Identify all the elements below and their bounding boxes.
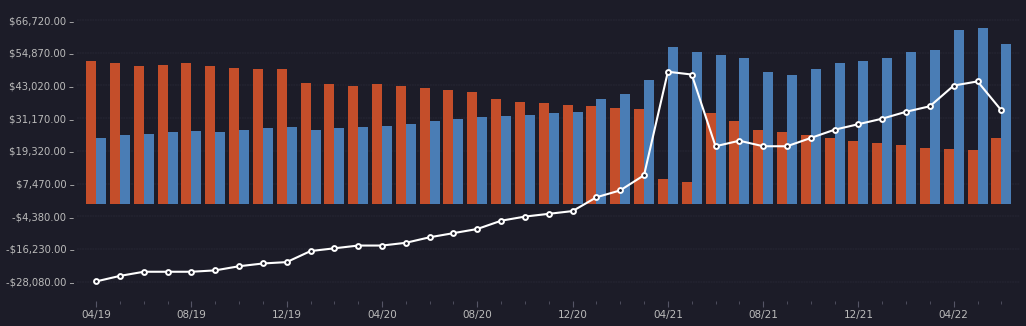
Bar (348, 85, 358, 204)
Bar (906, 52, 916, 204)
Bar (515, 102, 525, 204)
Bar (681, 182, 692, 204)
Bar (644, 80, 654, 204)
Bar (658, 179, 668, 204)
Bar (158, 65, 167, 204)
Bar (825, 138, 834, 204)
Bar (777, 132, 787, 204)
Bar (896, 145, 906, 204)
Bar (849, 141, 859, 204)
Bar (991, 138, 1001, 204)
Bar (1001, 44, 1012, 204)
Bar (430, 121, 440, 204)
Bar (621, 94, 630, 204)
Bar (859, 61, 868, 204)
Bar (549, 113, 559, 204)
Bar (668, 47, 678, 204)
Bar (811, 69, 821, 204)
Bar (573, 112, 583, 204)
Bar (229, 67, 239, 204)
Bar (753, 130, 763, 204)
Bar (110, 64, 120, 204)
Bar (252, 69, 263, 204)
Bar (133, 66, 144, 204)
Bar (501, 116, 511, 204)
Bar (729, 121, 740, 204)
Bar (787, 75, 797, 204)
Bar (167, 132, 177, 204)
Bar (301, 83, 311, 204)
Bar (930, 50, 940, 204)
Bar (420, 88, 430, 204)
Bar (968, 150, 978, 204)
Bar (215, 132, 226, 204)
Bar (801, 135, 811, 204)
Bar (706, 113, 715, 204)
Bar (882, 58, 893, 204)
Bar (263, 128, 273, 204)
Bar (978, 28, 988, 204)
Bar (382, 126, 392, 204)
Bar (205, 66, 215, 204)
Bar (954, 30, 963, 204)
Bar (740, 58, 749, 204)
Bar (358, 127, 368, 204)
Bar (920, 148, 930, 204)
Bar (467, 93, 477, 204)
Bar (286, 127, 297, 204)
Bar (324, 84, 334, 204)
Bar (872, 143, 882, 204)
Bar (120, 135, 130, 204)
Bar (610, 108, 621, 204)
Bar (944, 149, 954, 204)
Bar (372, 84, 382, 204)
Bar (406, 124, 416, 204)
Bar (539, 103, 549, 204)
Bar (334, 128, 345, 204)
Bar (491, 99, 501, 204)
Bar (562, 105, 573, 204)
Bar (239, 130, 249, 204)
Bar (715, 55, 725, 204)
Bar (692, 52, 702, 204)
Bar (587, 106, 596, 204)
Bar (834, 64, 844, 204)
Bar (477, 117, 487, 204)
Bar (86, 61, 96, 204)
Bar (763, 72, 774, 204)
Bar (525, 114, 535, 204)
Bar (634, 109, 644, 204)
Bar (144, 134, 154, 204)
Bar (96, 138, 106, 204)
Bar (453, 119, 464, 204)
Bar (192, 131, 201, 204)
Bar (596, 99, 606, 204)
Bar (277, 69, 286, 204)
Bar (311, 130, 320, 204)
Bar (182, 64, 192, 204)
Bar (443, 90, 453, 204)
Bar (396, 85, 406, 204)
